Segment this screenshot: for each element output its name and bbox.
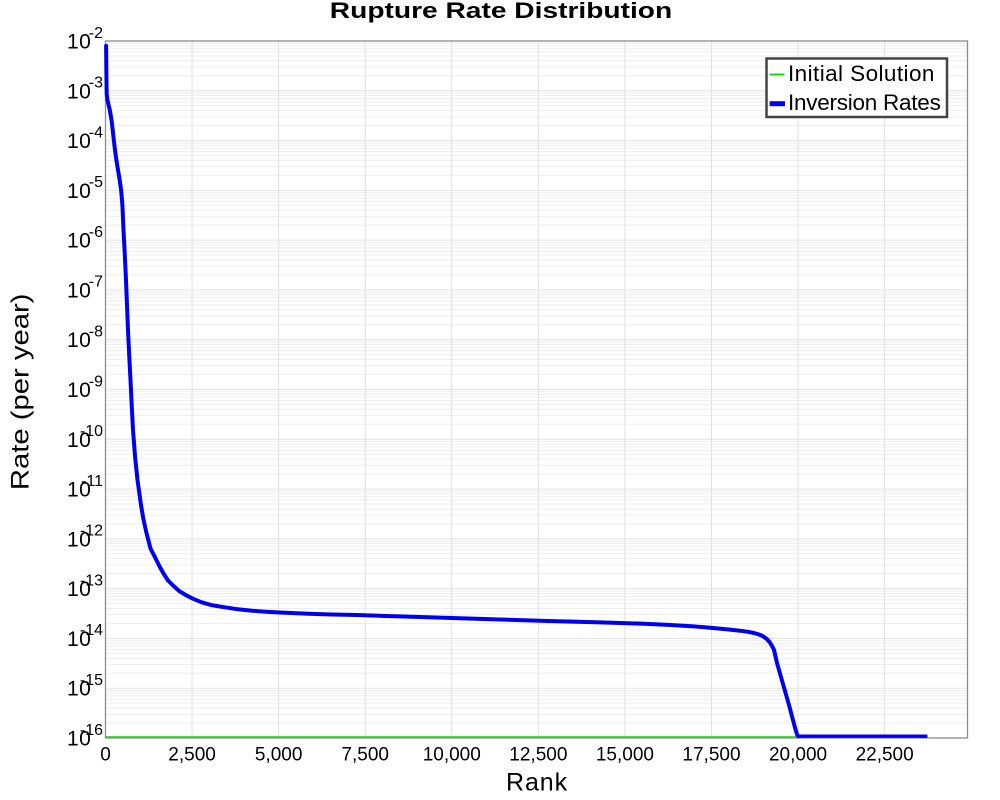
svg-text:-13: -13 xyxy=(80,572,103,589)
svg-text:-12: -12 xyxy=(80,523,103,540)
svg-text:Rank: Rank xyxy=(506,769,568,797)
svg-text:10: 10 xyxy=(67,528,91,551)
svg-text:7,500: 7,500 xyxy=(341,744,389,765)
svg-text:10: 10 xyxy=(67,230,91,253)
svg-text:10: 10 xyxy=(67,578,91,601)
svg-text:17,500: 17,500 xyxy=(682,744,740,765)
svg-text:-2: -2 xyxy=(89,25,103,42)
svg-text:-15: -15 xyxy=(80,672,103,689)
svg-text:5,000: 5,000 xyxy=(255,744,303,765)
svg-text:-8: -8 xyxy=(89,324,103,341)
svg-text:-10: -10 xyxy=(80,423,103,440)
svg-text:10: 10 xyxy=(67,379,91,402)
svg-text:10,000: 10,000 xyxy=(423,744,481,765)
svg-text:-3: -3 xyxy=(89,75,103,92)
svg-text:Inversion Rates: Inversion Rates xyxy=(788,90,941,115)
svg-text:-5: -5 xyxy=(89,174,103,191)
svg-text:10: 10 xyxy=(67,279,91,302)
svg-text:10: 10 xyxy=(67,180,91,203)
svg-text:Initial Solution: Initial Solution xyxy=(788,61,935,86)
svg-text:-6: -6 xyxy=(89,224,103,241)
svg-text:10: 10 xyxy=(67,429,91,452)
svg-text:10: 10 xyxy=(67,329,91,352)
svg-text:12,500: 12,500 xyxy=(509,744,567,765)
svg-text:10: 10 xyxy=(67,728,91,751)
svg-text:Rate (per year): Rate (per year) xyxy=(6,294,34,491)
svg-text:-4: -4 xyxy=(89,124,103,141)
svg-text:10: 10 xyxy=(67,628,91,651)
svg-text:Rupture Rate Distribution: Rupture Rate Distribution xyxy=(330,0,672,23)
svg-text:0: 0 xyxy=(100,744,111,765)
svg-text:-9: -9 xyxy=(89,373,103,390)
svg-text:10: 10 xyxy=(67,479,91,502)
svg-text:15,000: 15,000 xyxy=(596,744,654,765)
svg-text:-14: -14 xyxy=(80,622,103,639)
svg-text:10: 10 xyxy=(67,678,91,701)
svg-text:-11: -11 xyxy=(81,473,103,490)
svg-text:10: 10 xyxy=(67,31,91,54)
svg-text:22,500: 22,500 xyxy=(856,744,914,765)
svg-text:-7: -7 xyxy=(89,274,103,291)
svg-text:10: 10 xyxy=(67,130,91,153)
svg-text:-16: -16 xyxy=(80,722,103,739)
svg-text:10: 10 xyxy=(67,80,91,103)
svg-text:20,000: 20,000 xyxy=(769,744,827,765)
svg-text:2,500: 2,500 xyxy=(168,744,216,765)
